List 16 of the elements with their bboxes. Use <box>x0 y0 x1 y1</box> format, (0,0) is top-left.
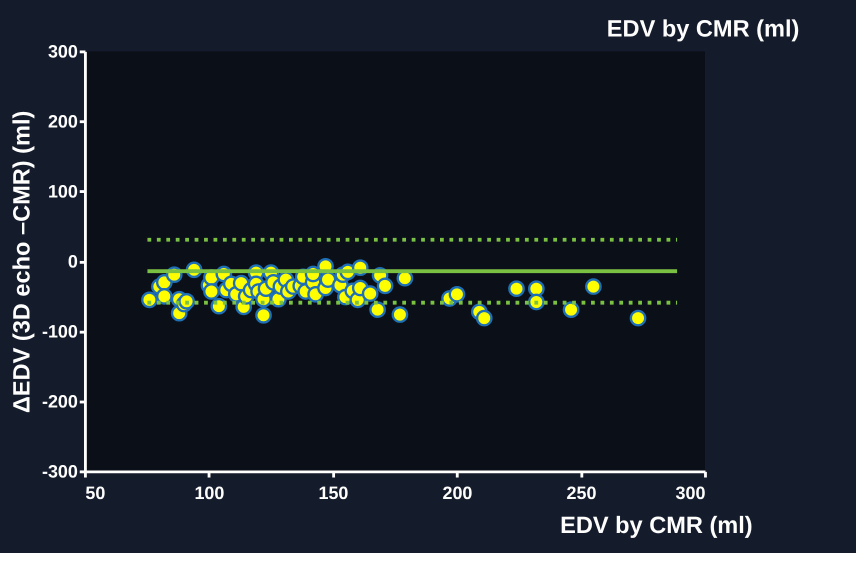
x-tick-label: 50 <box>85 483 106 504</box>
y-tick-label: 100 <box>48 182 78 202</box>
y-tick-label: 0 <box>68 252 78 272</box>
y-tick-label: 200 <box>48 112 78 132</box>
x-tick-label: 200 <box>442 483 472 504</box>
x-axis-title: EDV by CMR (ml) <box>560 512 753 538</box>
x-tick-label: 300 <box>676 483 706 504</box>
y-tick-label: -200 <box>42 392 78 412</box>
x-tick-label: 150 <box>318 483 348 504</box>
x-tick-label: 100 <box>194 483 224 504</box>
y-axis-title: ΔEDV (3D echo –CMR) (ml) <box>8 110 35 414</box>
x-tick-label: 250 <box>566 483 596 504</box>
y-tick-label: 300 <box>48 42 78 62</box>
y-tick-label: -300 <box>42 462 78 482</box>
y-tick-label: -100 <box>42 322 78 342</box>
chart-title: EDV by CMR (ml) <box>606 15 800 42</box>
